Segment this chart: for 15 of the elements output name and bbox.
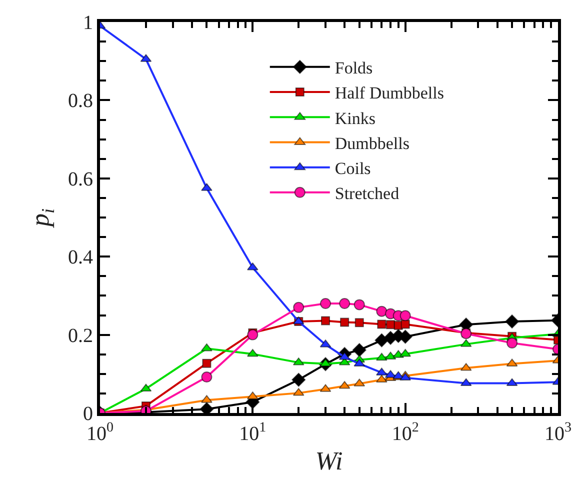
y-tick-label: 0.6 — [68, 168, 93, 190]
y-tick-label: 1 — [83, 12, 93, 34]
legend-label: Stretched — [334, 184, 400, 204]
x-axis-title: Wi — [315, 446, 343, 476]
x-tick-label: 10$^{3}$ — [544, 420, 572, 445]
y-tick-label: 0.4 — [68, 246, 93, 269]
y-tick-label: 0.8 — [68, 90, 93, 112]
x-tick-label: 10$^{1}$ — [239, 420, 266, 445]
legend-label: Coils — [334, 158, 371, 178]
y-tick-label: 0.2 — [68, 324, 93, 347]
legend-label: Half Dumbbells — [334, 84, 444, 103]
legend-label: Folds — [334, 58, 373, 78]
legend-label: Kinks — [334, 108, 376, 128]
x-tick-label: 10$^{2}$ — [392, 420, 419, 445]
legend-label: Dumbbells — [334, 134, 410, 153]
